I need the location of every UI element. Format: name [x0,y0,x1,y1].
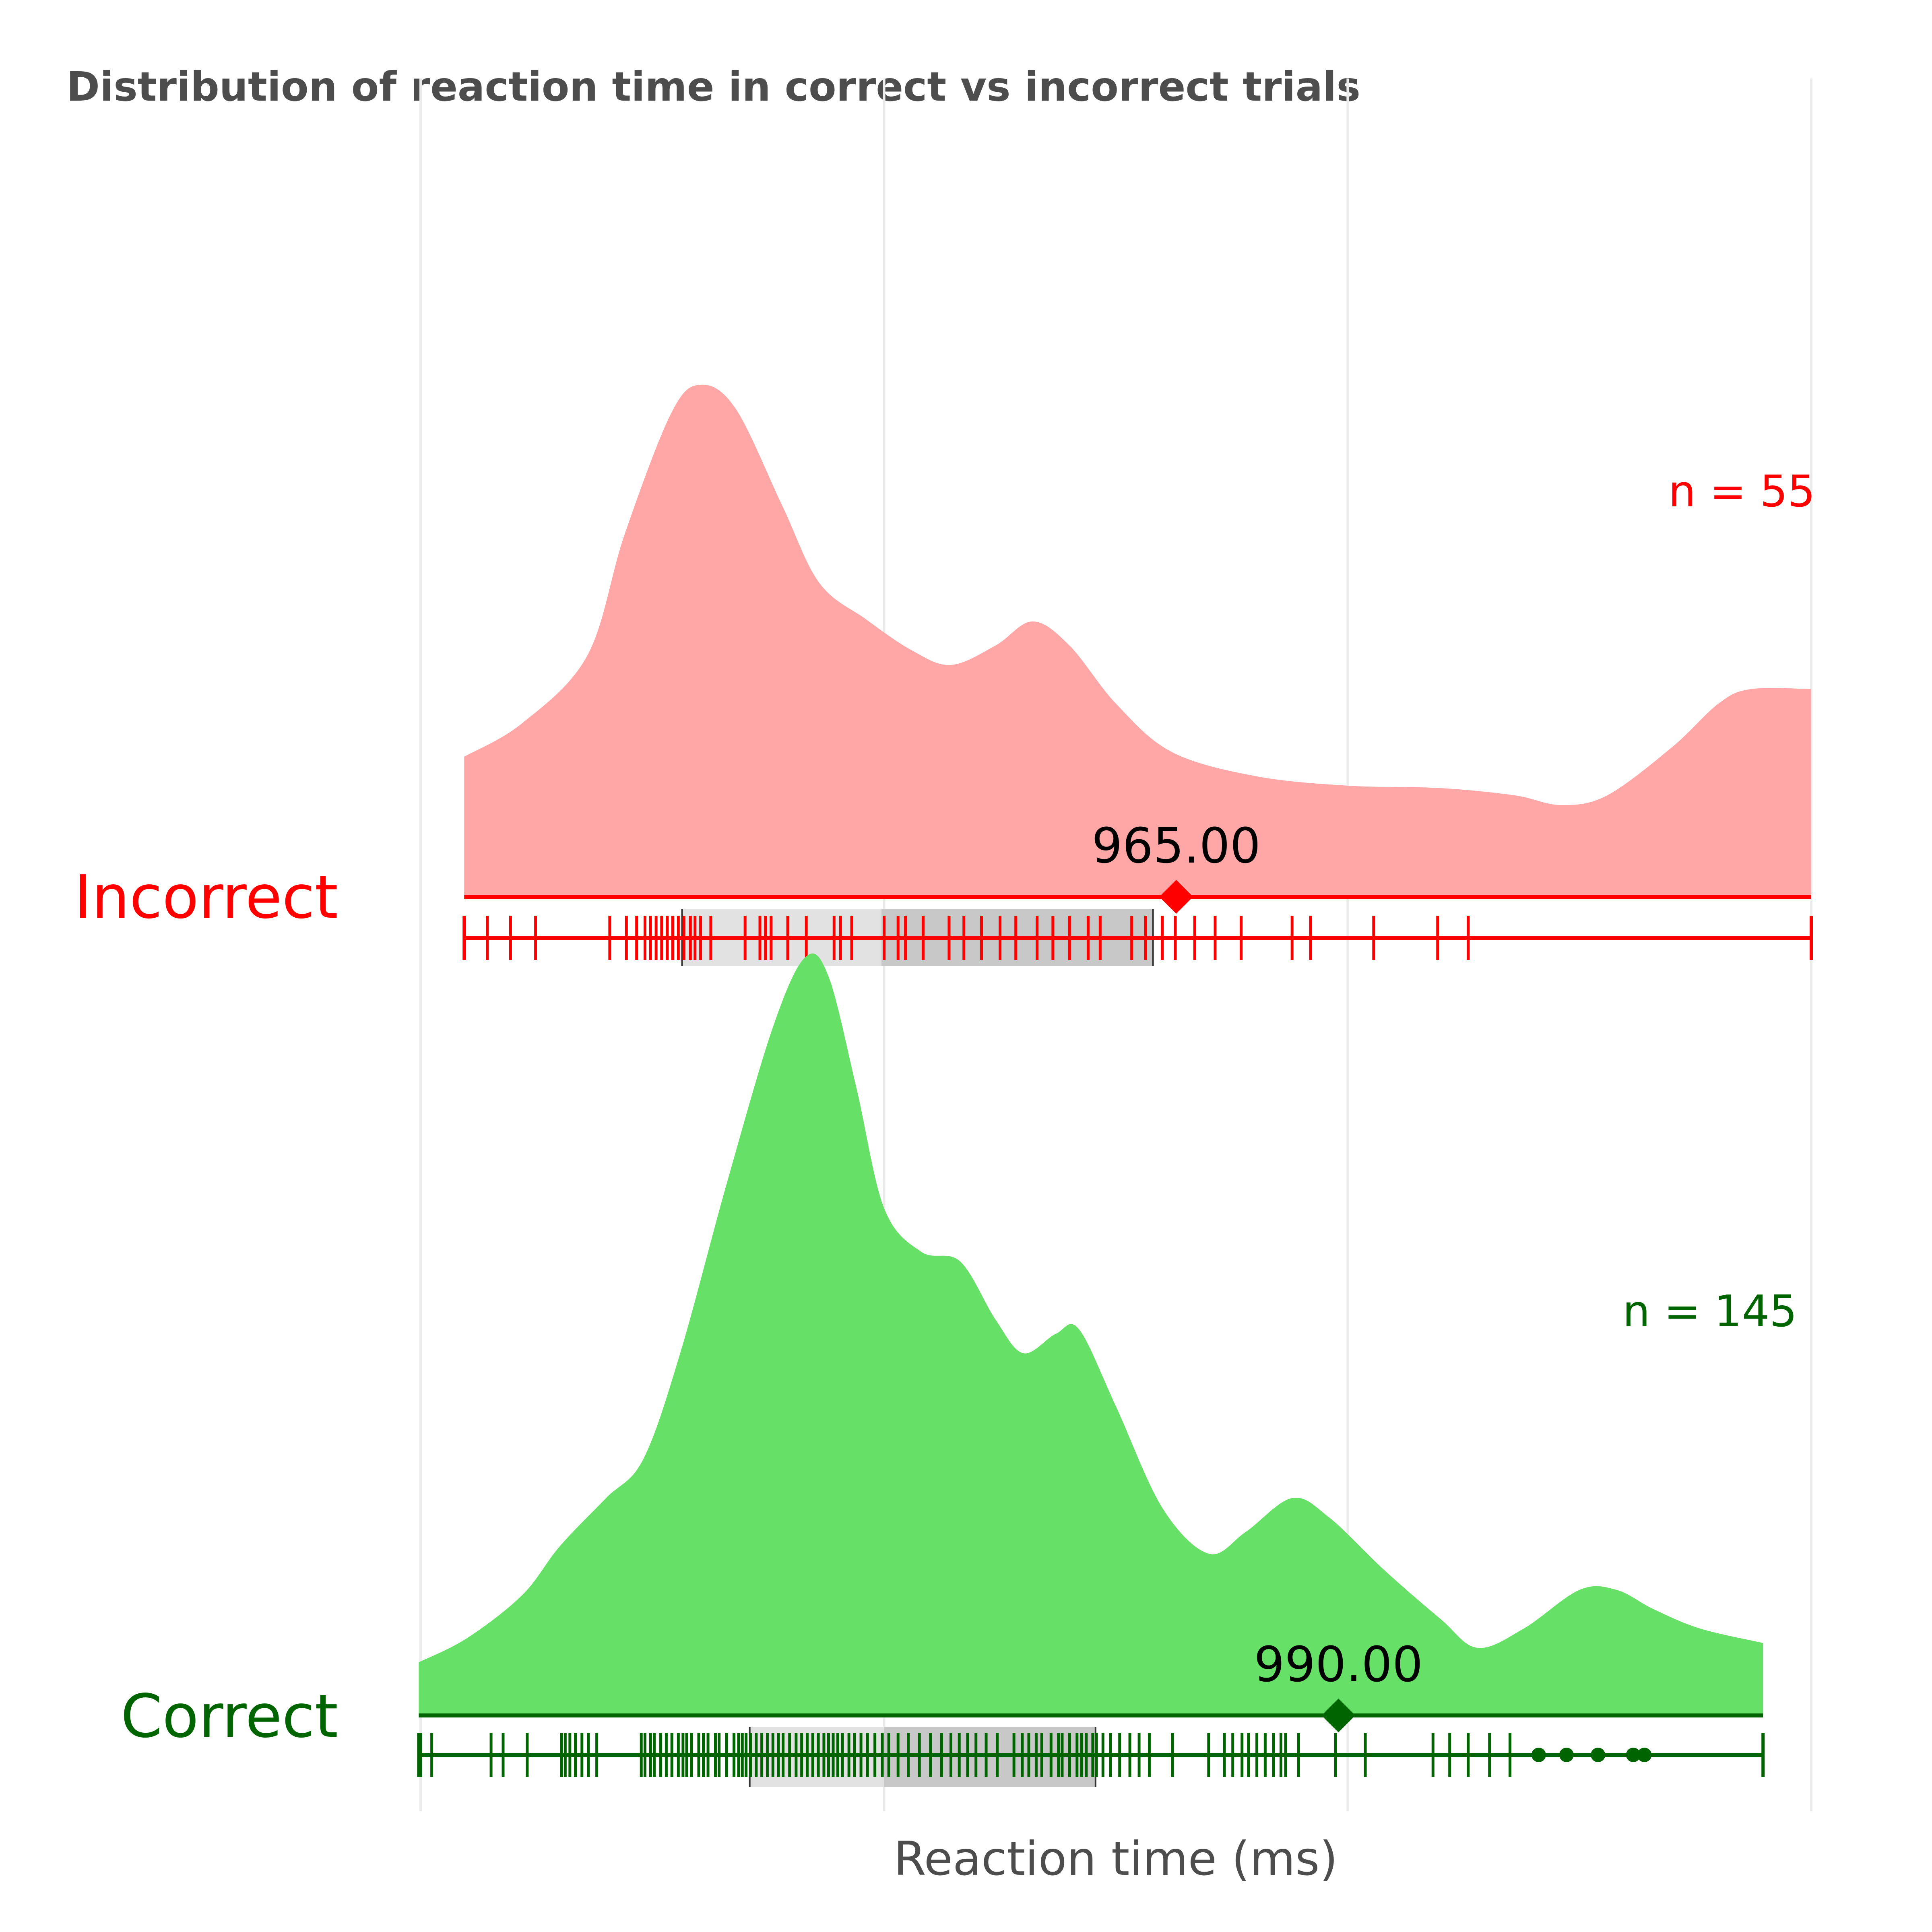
median-label: 965.00 [1092,818,1261,874]
outlier-point [1637,1748,1652,1762]
median-marker [1321,1699,1356,1732]
group-correct: 990.00 Correct n = 145 [121,953,1797,1787]
median-marker [1159,880,1193,914]
outlier-point [1531,1748,1546,1762]
density-groups: 965.00 Incorrect n = 55 990.00 Correct n = 14… [74,384,1815,1787]
group-incorrect: 965.00 Incorrect n = 55 [74,384,1815,966]
n-label: n = 145 [1622,1286,1797,1337]
chart-title: Distribution of reaction time in correct… [66,63,1360,110]
group-label-incorrect: Incorrect [74,863,338,932]
x-axis-label: Reaction time (ms) [894,1832,1338,1886]
density-area [419,953,1763,1715]
n-label: n = 55 [1668,466,1815,517]
outlier-point [1591,1748,1606,1762]
group-label-correct: Correct [121,1682,338,1751]
median-label: 990.00 [1254,1637,1423,1693]
outlier-point [1559,1748,1574,1762]
outlier-point [1626,1748,1641,1762]
density-area [464,384,1811,897]
